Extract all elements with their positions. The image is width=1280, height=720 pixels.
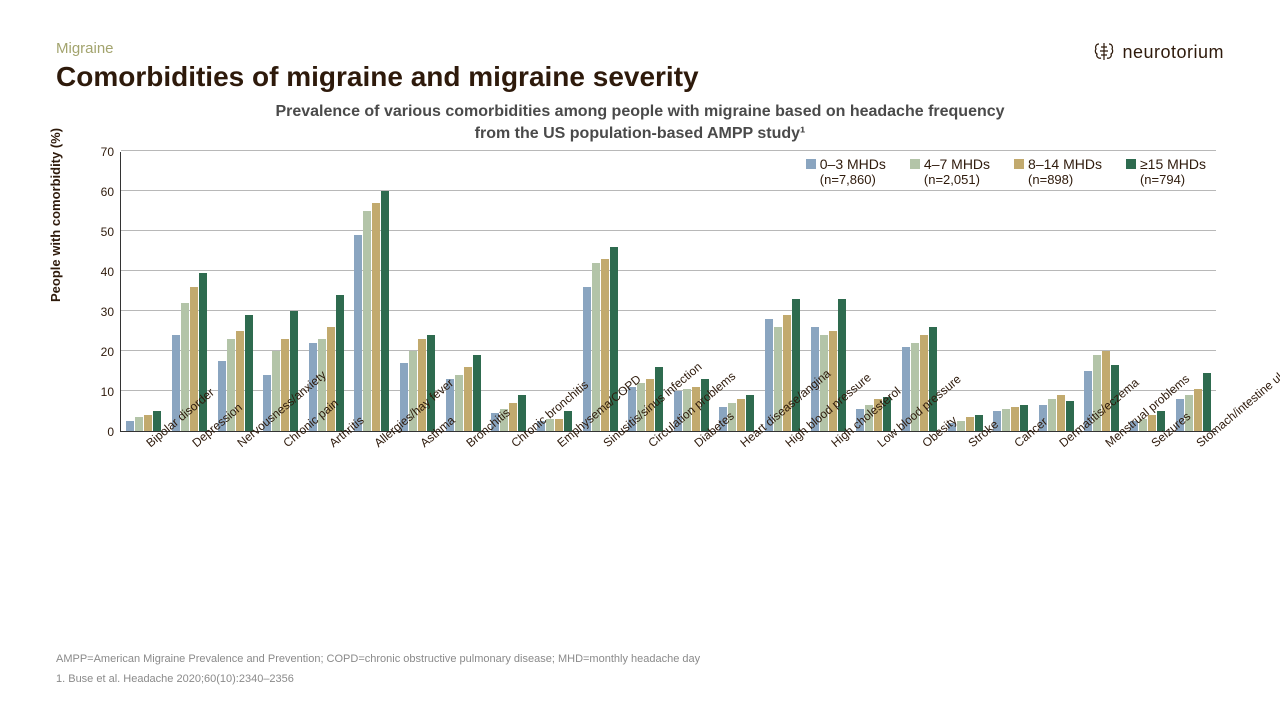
legend-sublabel: (n=898): [1014, 172, 1073, 187]
legend-sublabel: (n=7,860): [806, 172, 876, 187]
bar: [1011, 407, 1019, 431]
bar: [1048, 399, 1056, 431]
y-axis-label: People with comorbidity (%): [48, 128, 63, 302]
x-label-text: Asthma: [417, 438, 428, 450]
y-tick: 70: [90, 145, 114, 159]
x-label-text: Chronic pain: [280, 438, 291, 450]
bar: [354, 235, 362, 431]
bar: [929, 327, 937, 431]
bar: [792, 299, 800, 431]
legend-item: 4–7 MHDs(n=2,051): [910, 156, 990, 187]
bar: [1102, 351, 1110, 431]
x-label-text: High cholesterol: [828, 438, 839, 450]
bar: [966, 417, 974, 431]
abbreviations: AMPP=American Migraine Prevalence and Pr…: [56, 650, 1224, 670]
legend-item: 8–14 MHDs(n=898): [1014, 156, 1102, 187]
brain-icon: [1092, 40, 1116, 64]
bar: [1194, 389, 1202, 431]
bar: [473, 355, 481, 431]
bar: [144, 415, 152, 431]
bar: [363, 211, 371, 431]
bar: [737, 399, 745, 431]
x-label-text: Bipolar disorder: [143, 438, 154, 450]
gridline: [121, 150, 1216, 151]
x-label-text: Stomach/intestine ulcers: [1194, 438, 1205, 450]
legend-item: ≥15 MHDs(n=794): [1126, 156, 1206, 187]
bar: [245, 315, 253, 431]
legend-sublabel: (n=794): [1126, 172, 1185, 187]
category-group: [349, 191, 395, 431]
legend-item: 0–3 MHDs(n=7,860): [806, 156, 886, 187]
x-label-text: Bronchitis: [463, 438, 474, 450]
x-label-text: Seizures: [1148, 438, 1159, 450]
bar: [555, 419, 563, 431]
bar: [1203, 373, 1211, 431]
bar: [838, 299, 846, 431]
legend-swatch: [1014, 159, 1024, 169]
bar: [126, 421, 134, 431]
x-label-text: Chronic bronchitis: [509, 438, 520, 450]
legend-swatch: [910, 159, 920, 169]
legend-label: 0–3 MHDs: [820, 156, 886, 172]
x-label-text: Allergies/hay fever: [372, 438, 383, 450]
chart-area: People with comorbidity (%) 010203040506…: [66, 152, 1216, 452]
footer: AMPP=American Migraine Prevalence and Pr…: [56, 650, 1224, 690]
y-tick: 20: [90, 345, 114, 359]
x-label-text: Emphysema/COPD: [554, 438, 565, 450]
bar: [1002, 409, 1010, 431]
x-label-text: High blood pressure: [783, 438, 794, 450]
y-tick: 50: [90, 225, 114, 239]
bar: [1057, 395, 1065, 431]
x-label-text: Low blood pressure: [874, 438, 885, 450]
logo-text: neurotorium: [1122, 42, 1224, 63]
bar: [372, 203, 380, 431]
legend-sublabel: (n=2,051): [910, 172, 980, 187]
legend-swatch: [806, 159, 816, 169]
subtitle-line2: from the US population-based AMPP study¹: [475, 125, 806, 142]
page-title: Comorbidities of migraine and migraine s…: [56, 61, 1224, 93]
bar: [290, 311, 298, 431]
x-label-text: Heart disease/angina: [737, 438, 748, 450]
y-tick: 40: [90, 265, 114, 279]
x-label-text: Stroke: [965, 438, 976, 450]
y-tick: 10: [90, 385, 114, 399]
bar: [281, 339, 289, 431]
reference: 1. Buse et al. Headache 2020;60(10):2340…: [56, 670, 1224, 690]
category-label: Migraine: [56, 40, 1224, 57]
legend-swatch: [1126, 159, 1136, 169]
x-label-text: Depression: [189, 438, 200, 450]
x-label-text: Arthritis: [326, 438, 337, 450]
slide-container: neurotorium Migraine Comorbidities of mi…: [0, 0, 1280, 720]
subtitle-line1: Prevalence of various comorbidities amon…: [275, 103, 1004, 120]
x-label-text: Diabetes: [691, 438, 702, 450]
bar: [464, 367, 472, 431]
x-label-text: Cancer: [1011, 438, 1022, 450]
bar: [135, 417, 143, 431]
x-label-text: Sinusitis/sinus infection: [600, 438, 611, 450]
legend: 0–3 MHDs(n=7,860) 4–7 MHDs(n=2,051) 8–14 M…: [806, 156, 1206, 187]
bar: [336, 295, 344, 431]
legend-label: 8–14 MHDs: [1028, 156, 1102, 172]
x-label-text: Dermatitis/eczema: [1057, 438, 1068, 450]
y-tick: 60: [90, 185, 114, 199]
chart-subtitle: Prevalence of various comorbidities amon…: [56, 101, 1224, 144]
legend-label: ≥15 MHDs: [1140, 156, 1206, 172]
x-label-text: Circulation problems: [646, 438, 657, 450]
x-label-text: Obesity: [920, 438, 931, 450]
bar: [427, 335, 435, 431]
bar: [381, 191, 389, 431]
x-label-text: Menstrual problems: [1102, 438, 1113, 450]
x-label-text: Nervousness/anxiety: [235, 438, 246, 450]
legend-label: 4–7 MHDs: [924, 156, 990, 172]
logo: neurotorium: [1092, 40, 1224, 64]
y-tick: 30: [90, 305, 114, 319]
y-tick: 0: [90, 425, 114, 439]
